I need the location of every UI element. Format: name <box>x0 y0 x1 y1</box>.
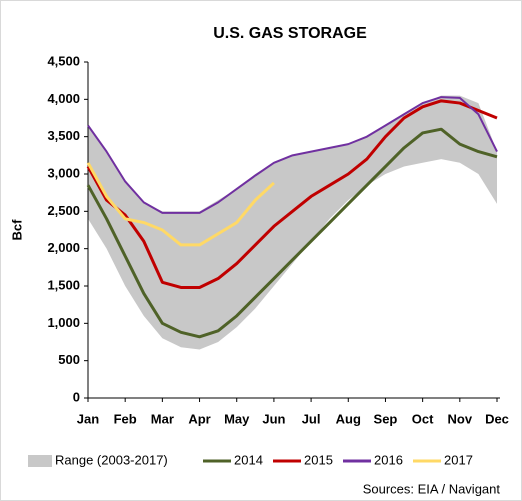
chart-title: U.S. GAS STORAGE <box>213 25 367 42</box>
x-tick-label: May <box>224 411 250 426</box>
y-tick-label: 4,000 <box>47 91 80 106</box>
y-tick-label: 1,500 <box>47 277 80 292</box>
y-tick-label: 2,000 <box>47 240 80 255</box>
x-tick-label: Nov <box>448 411 473 426</box>
x-tick-label: Dec <box>485 411 509 426</box>
y-axis-label: Bcf <box>9 219 24 241</box>
source: Sources: EIA / Navigant <box>363 481 501 496</box>
series-line <box>86 162 275 247</box>
y-tick-label: 3,500 <box>47 128 80 143</box>
x-tick-label: Jan <box>77 411 99 426</box>
y-tick-label: 2,500 <box>47 203 80 218</box>
y-tick-label: 3,000 <box>47 165 80 180</box>
y-tick-label: 4,500 <box>47 53 80 68</box>
legend-label: 2014 <box>234 452 263 467</box>
legend-swatch <box>28 455 52 467</box>
y-tick-label: 500 <box>58 352 80 367</box>
x-tick-label: Jun <box>262 411 285 426</box>
x-tick-label: Jul <box>302 411 321 426</box>
series-line <box>87 96 498 214</box>
series-line <box>86 99 498 289</box>
legend-label: 2017 <box>444 452 473 467</box>
x-tick-label: Feb <box>114 411 137 426</box>
x-tick-label: Aug <box>336 411 361 426</box>
legend-label: 2015 <box>304 452 333 467</box>
x-tick-label: Mar <box>151 411 174 426</box>
x-tick-label: Oct <box>412 411 434 426</box>
y-tick-label: 0 <box>73 389 80 404</box>
x-tick-label: Sep <box>374 411 398 426</box>
legend-label: 2016 <box>374 452 403 467</box>
y-tick-label: 1,000 <box>47 315 80 330</box>
x-tick-label: Apr <box>188 411 210 426</box>
series-line <box>86 127 498 339</box>
legend-label: Range (2003-2017) <box>55 452 168 467</box>
